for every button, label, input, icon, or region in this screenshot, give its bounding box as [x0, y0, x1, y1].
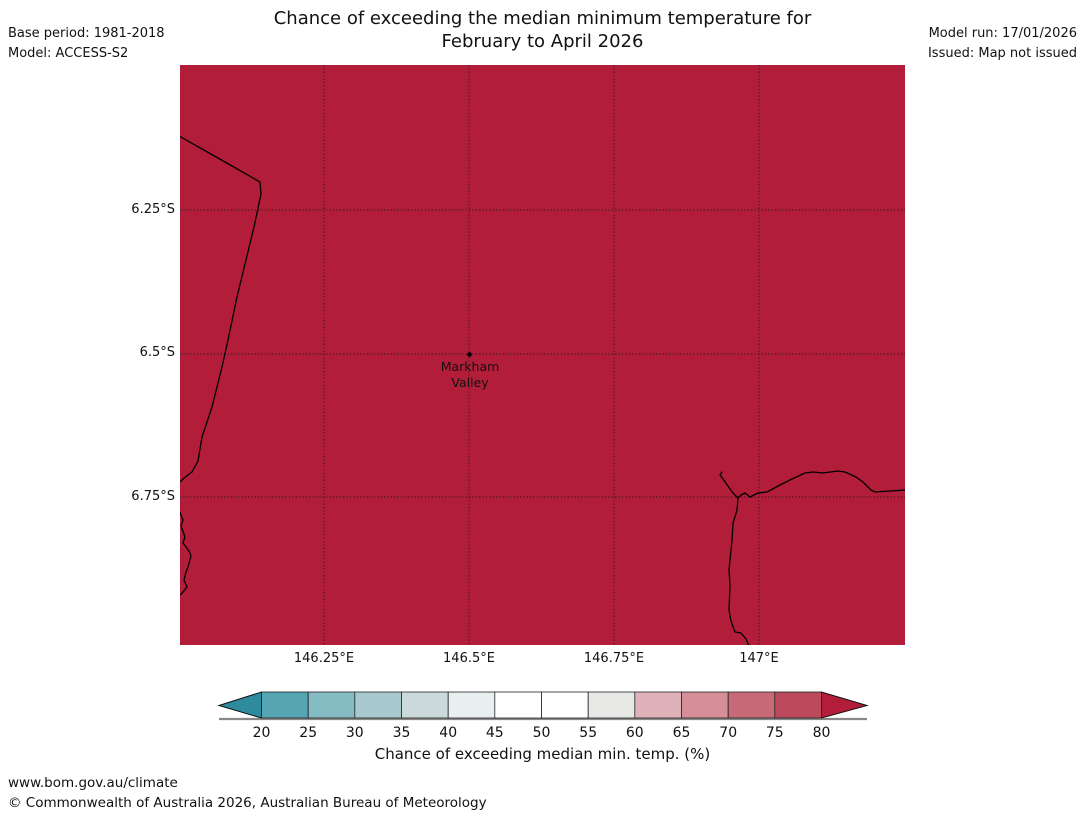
y-tick-675s: 6.75°S: [131, 489, 175, 504]
colorbar-segment-65-70: [681, 691, 729, 719]
colorbar-tick-75: 75: [766, 725, 784, 741]
colorbar-segment-70-75: [727, 691, 776, 719]
colorbar-tick-60: 60: [626, 725, 644, 741]
colorbar-segment-50-55: [541, 691, 589, 719]
colorbar-tick-65: 65: [673, 725, 691, 741]
colorbar-caption: Chance of exceeding median min. temp. (%…: [374, 745, 711, 763]
colorbar-tick-55: 55: [579, 725, 597, 741]
base-period-text: Base period: 1981-2018: [8, 26, 165, 41]
place-label-line-1: Markham: [440, 359, 500, 374]
probability-fill: [180, 65, 905, 645]
model-metadata-right: Model run: 17/01/2026 Issued: Map not is…: [928, 24, 1077, 64]
y-tick-65s: 6.5°S: [139, 345, 175, 360]
model-name-text: Model: ACCESS-S2: [8, 46, 129, 61]
colorbar-tick-40: 40: [439, 725, 457, 741]
colorbar-tick-30: 30: [346, 725, 364, 741]
colorbar-segment-75-80: [774, 691, 822, 719]
colorbar-arrow-left: [217, 691, 262, 719]
model-run-text: Model run: 17/01/2026: [928, 26, 1077, 41]
footer-url: www.bom.gov.au/climate: [8, 775, 178, 791]
x-tick-147e: 147°E: [739, 651, 779, 666]
markham-valley-marker: [467, 352, 472, 357]
colorbar-segment-60-65: [634, 691, 682, 719]
colorbar-tick-20: 20: [253, 725, 271, 741]
colorbar-segment-35-40: [401, 691, 449, 719]
x-tick-14675e: 146.75°E: [583, 651, 645, 666]
colorbar-tick-80: 80: [813, 725, 831, 741]
x-tick-1465e: 146.5°E: [443, 651, 495, 666]
page-title: Chance of exceeding the median minimum t…: [0, 7, 1085, 53]
colorbar-segment-25-30: [307, 691, 356, 719]
colorbar-segment-30-35: [354, 691, 402, 719]
title-line-1: Chance of exceeding the median minimum t…: [273, 8, 812, 29]
colorbar-segment-20-25: [261, 691, 309, 719]
colorbar-segment-40-45: [447, 691, 496, 719]
footer: www.bom.gov.au/climate © Commonwealth of…: [8, 774, 487, 813]
map-svg: [180, 65, 905, 645]
title-line-2: February to April 2026: [441, 31, 644, 52]
colorbar-tick-45: 45: [486, 725, 504, 741]
colorbar-tick-25: 25: [299, 725, 317, 741]
place-label: Markham Valley: [420, 359, 520, 390]
colorbar-segment-45-50: [494, 691, 542, 719]
coastline-paths: [180, 135, 905, 645]
x-tick-14625e: 146.25°E: [293, 651, 355, 666]
colorbar-tick-70: 70: [719, 725, 737, 741]
model-metadata-left: Base period: 1981-2018 Model: ACCESS-S2: [8, 24, 165, 64]
colorbar: 20 25 30 35 40 45 50 55 60 65 70 75 80: [217, 691, 869, 741]
colorbar-tick-35: 35: [393, 725, 411, 741]
place-label-line-2: Valley: [451, 374, 489, 390]
y-tick-625s: 6.25°S: [131, 202, 175, 217]
colorbar-segments: [261, 691, 822, 719]
issued-text: Issued: Map not issued: [927, 46, 1077, 61]
map-canvas: Markham Valley: [180, 65, 905, 645]
colorbar-tick-labels: 20 25 30 35 40 45 50 55 60 65 70 75 80: [253, 725, 831, 741]
colorbar-arrow-right: [821, 691, 869, 719]
colorbar-segment-55-60: [587, 691, 636, 719]
colorbar-tick-50: 50: [533, 725, 551, 741]
footer-copyright: © Commonwealth of Australia 2026, Austra…: [8, 794, 487, 811]
